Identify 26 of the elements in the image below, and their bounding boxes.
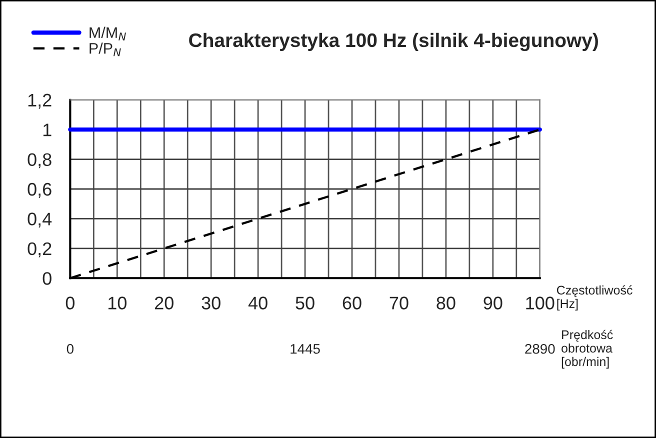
x-axis-title: Częstotliwość [Hz]: [556, 285, 632, 311]
x-tick-label: 10: [108, 296, 126, 310]
legend-label: P/P$_{N}$: [90, 42, 121, 56]
x2-axis-title: Prędkość obrotowa [obr/min]: [562, 330, 613, 369]
y-tick-label: 0,4: [28, 212, 52, 228]
y-tick-label: 0,2: [28, 242, 52, 258]
x2-tick-label: 1445: [290, 344, 320, 354]
y-tick-label: 0,8: [28, 153, 52, 168]
x2-tick-label: 0: [66, 344, 74, 354]
x-tick-label: 60: [342, 296, 362, 310]
x-tick-label: 100: [526, 296, 554, 310]
y-tick-label: 0,6: [28, 182, 52, 198]
x-tick-label: 90: [484, 296, 502, 310]
x-tick-label: 0: [66, 296, 75, 310]
x-tick-label: 40: [248, 296, 268, 310]
x-tick-label: 20: [155, 296, 174, 310]
x-tick-label: 80: [436, 296, 456, 310]
legend-label: M/M$_{N}$: [90, 26, 126, 40]
y-tick-label: 1: [43, 124, 52, 136]
x-tick-label: 50: [296, 296, 314, 310]
x2-tick-label: 2890: [525, 344, 555, 354]
y-tick-label: 1,2: [28, 94, 52, 109]
y-tick-label: 0: [42, 272, 52, 285]
x-tick-label: 70: [390, 296, 408, 310]
x-tick-label: 30: [202, 296, 220, 310]
chart-title: Charakterystyka 100 Hz (silnik 4-biegunowy): [189, 32, 598, 52]
